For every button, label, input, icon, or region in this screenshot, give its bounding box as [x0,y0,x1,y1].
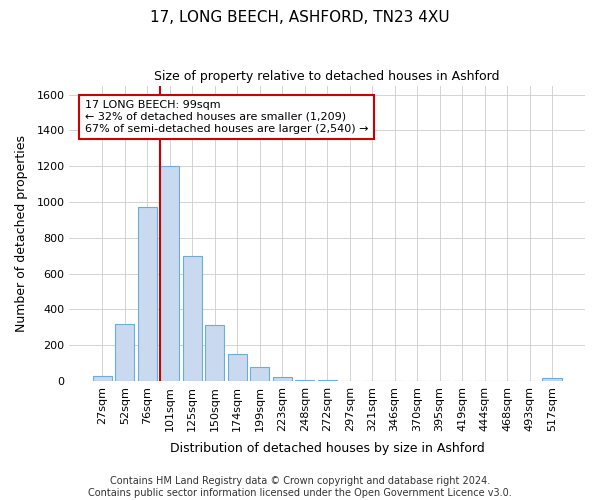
Bar [205,326,224,381]
X-axis label: Distribution of detached houses by size in Ashford: Distribution of detached houses by size … [170,442,485,455]
Bar [227,354,247,381]
Bar [542,378,562,381]
Bar [295,380,314,381]
Bar [93,376,112,381]
Bar [160,166,179,381]
Bar [138,208,157,381]
Bar [115,324,134,381]
Text: 17, LONG BEECH, ASHFORD, TN23 4XU: 17, LONG BEECH, ASHFORD, TN23 4XU [150,10,450,25]
Title: Size of property relative to detached houses in Ashford: Size of property relative to detached ho… [154,70,500,83]
Text: Contains HM Land Registry data © Crown copyright and database right 2024.
Contai: Contains HM Land Registry data © Crown c… [88,476,512,498]
Bar [317,380,337,381]
Bar [272,378,292,381]
Y-axis label: Number of detached properties: Number of detached properties [15,134,28,332]
Bar [250,368,269,381]
Text: 17 LONG BEECH: 99sqm
← 32% of detached houses are smaller (1,209)
67% of semi-de: 17 LONG BEECH: 99sqm ← 32% of detached h… [85,100,368,134]
Bar [182,256,202,381]
